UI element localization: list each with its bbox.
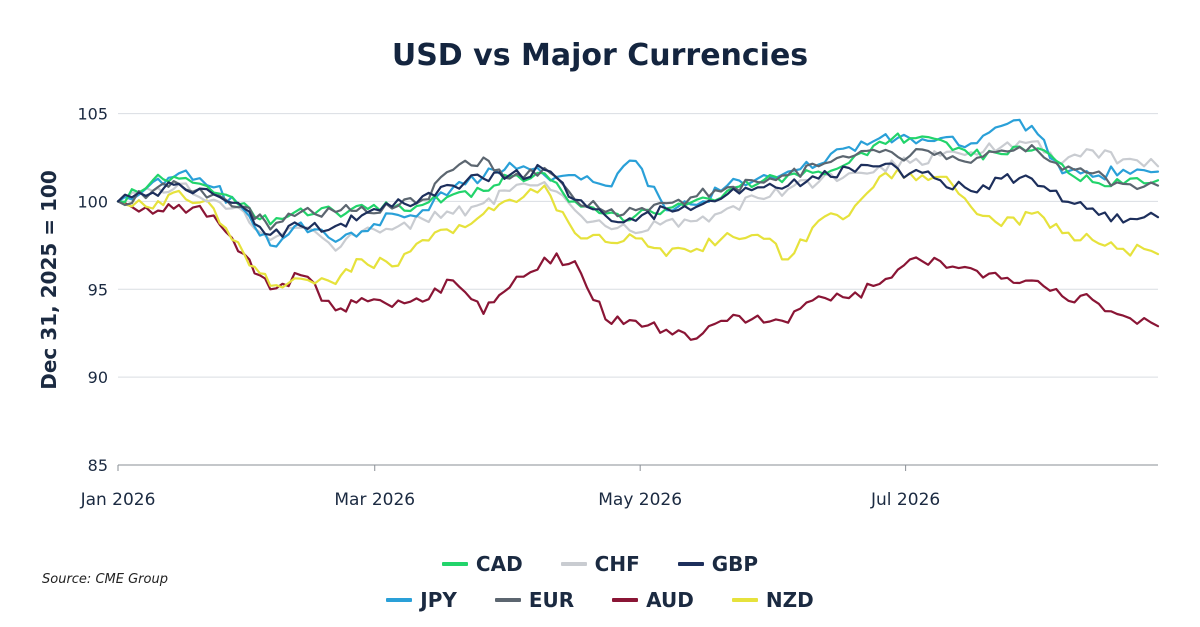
legend-item-chf: CHF xyxy=(560,552,640,576)
y-axis-label: Dec 31, 2025 = 100 xyxy=(37,170,61,389)
y-tick-label: 105 xyxy=(77,105,108,124)
x-tick-label: Jan 2026 xyxy=(80,490,156,510)
source-note: Source: CME Group xyxy=(42,572,168,587)
x-tick-label: Jul 2026 xyxy=(870,490,940,510)
legend-item-eur: EUR xyxy=(494,588,575,612)
legend-item-aud: AUD xyxy=(612,588,694,612)
legend-label: CAD xyxy=(475,552,523,576)
legend-item-cad: CAD xyxy=(441,552,523,576)
legend-swatch xyxy=(677,562,704,566)
legend-swatch xyxy=(494,598,521,602)
legend-label: CHF xyxy=(594,552,640,576)
legend-swatch xyxy=(560,562,587,566)
series-line-gbp xyxy=(116,162,1160,238)
legend-label: NZD xyxy=(765,588,814,612)
y-tick-label: 90 xyxy=(88,368,108,387)
legend-label: EUR xyxy=(528,588,575,612)
series-line-nzd xyxy=(116,168,1160,289)
legend-row-1: CAD CHF GBP xyxy=(0,552,1200,576)
legend-item-gbp: GBP xyxy=(677,552,759,576)
series-line-chf xyxy=(116,140,1160,252)
chart-title: USD vs Major Currencies xyxy=(391,38,809,73)
legend-item-nzd: NZD xyxy=(731,588,814,612)
y-tick-label: 85 xyxy=(88,456,108,475)
x-tick-label: Mar 2026 xyxy=(334,490,415,510)
legend-label: GBP xyxy=(711,552,759,576)
series-line-aud xyxy=(116,200,1160,341)
y-tick-label: 95 xyxy=(88,280,108,299)
legend-swatch xyxy=(731,598,758,602)
y-tick-label: 100 xyxy=(77,192,108,211)
legend-item-jpy: JPY xyxy=(386,588,457,612)
legend-label: AUD xyxy=(646,588,694,612)
legend-swatch xyxy=(612,598,639,602)
legend-row-2: JPY EUR AUD NZD xyxy=(0,588,1200,612)
legend-label: JPY xyxy=(420,588,457,612)
legend-swatch xyxy=(441,562,468,566)
series-line-jpy xyxy=(116,118,1160,248)
series-line-eur xyxy=(116,144,1160,231)
x-tick-label: May 2026 xyxy=(598,490,682,510)
legend-swatch xyxy=(386,598,413,602)
